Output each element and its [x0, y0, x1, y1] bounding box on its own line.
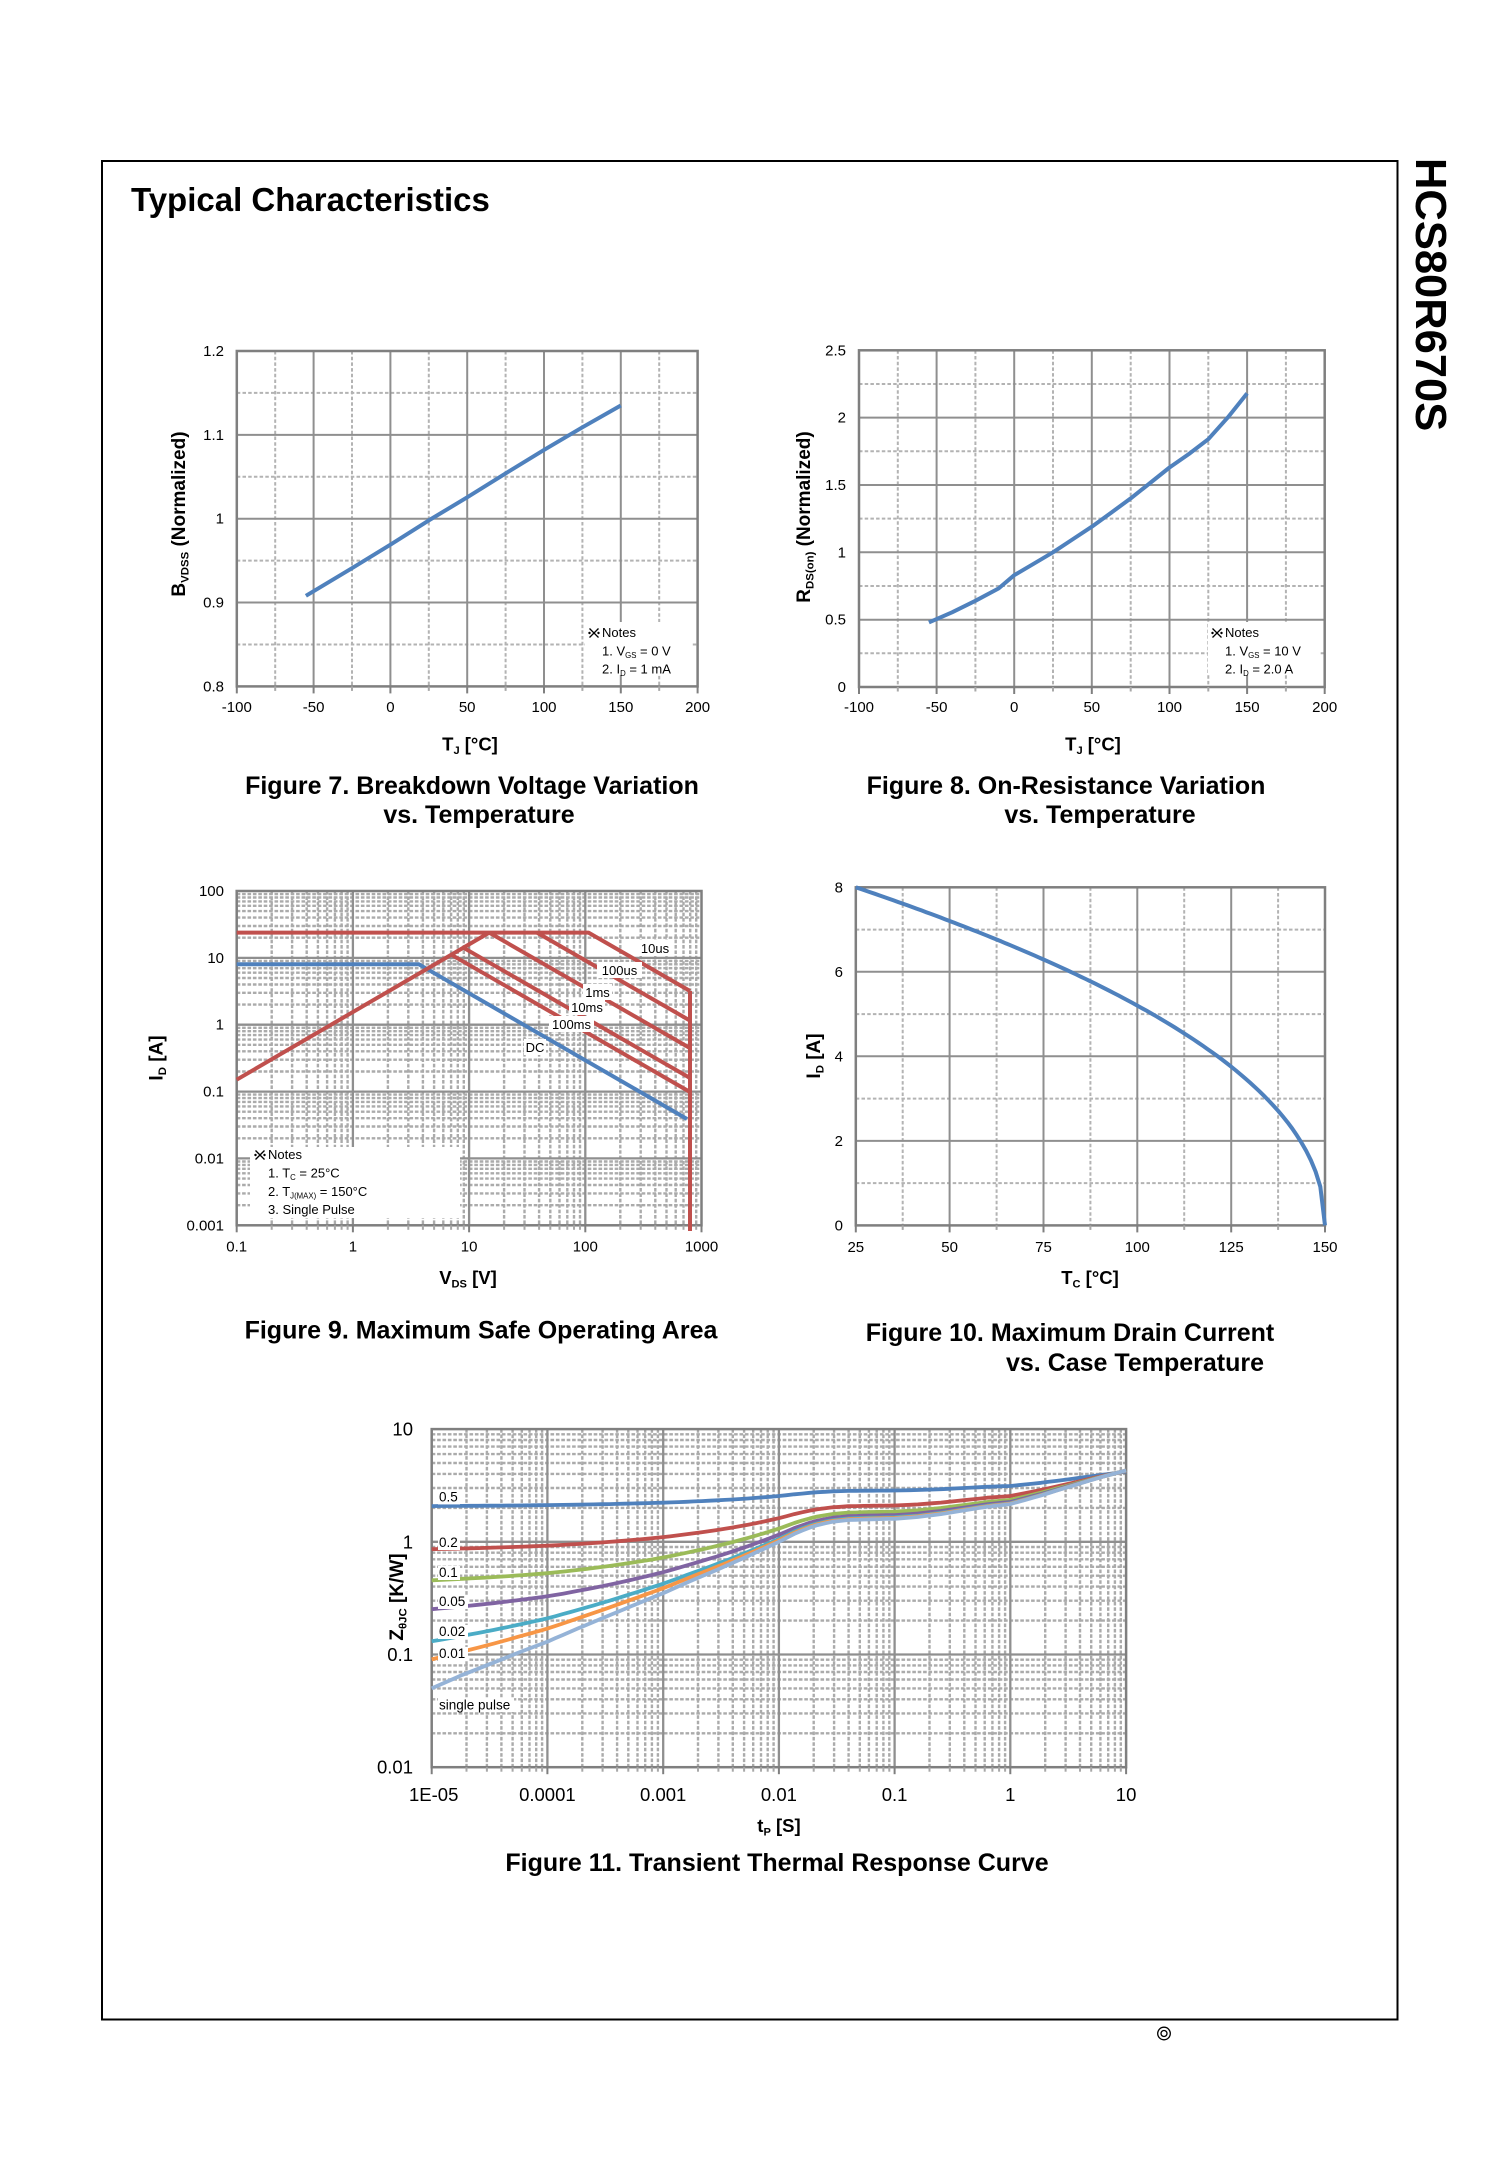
svg-text:100: 100 — [1125, 1239, 1150, 1256]
svg-text:TJ [°C]: TJ [°C] — [1065, 734, 1121, 758]
svg-text:DC: DC — [526, 1040, 545, 1055]
svg-text:200: 200 — [1312, 699, 1337, 716]
svg-text:0.01: 0.01 — [377, 1757, 413, 1778]
svg-text:0: 0 — [1010, 699, 1018, 716]
svg-text:2. ID = 1 mA: 2. ID = 1 mA — [602, 662, 671, 679]
svg-text:0.5: 0.5 — [825, 612, 846, 629]
svg-text:10: 10 — [207, 950, 224, 967]
svg-text:1.2: 1.2 — [203, 343, 224, 360]
svg-text:0.02: 0.02 — [439, 1624, 465, 1639]
svg-text:100: 100 — [573, 1239, 598, 1256]
svg-text:2. ID = 2.0 A: 2. ID = 2.0 A — [1225, 662, 1294, 679]
svg-text:-100: -100 — [844, 699, 874, 716]
svg-text:0.001: 0.001 — [640, 1784, 686, 1805]
svg-text:1: 1 — [403, 1531, 413, 1552]
svg-text:0: 0 — [838, 679, 846, 696]
svg-text:Figure 9. Maximum Safe Operati: Figure 9. Maximum Safe Operating Area — [245, 1317, 719, 1345]
svg-text:150: 150 — [1235, 699, 1260, 716]
svg-text:2: 2 — [838, 410, 846, 427]
svg-text:Figure 11. Transient Thermal R: Figure 11. Transient Thermal Response Cu… — [505, 1849, 1048, 1877]
svg-text:8: 8 — [835, 879, 843, 896]
svg-text:0.1: 0.1 — [226, 1239, 247, 1256]
svg-text:1. VGS = 0 V: 1. VGS = 0 V — [602, 644, 671, 661]
svg-text:4: 4 — [835, 1048, 843, 1065]
svg-text:0.1: 0.1 — [439, 1565, 458, 1580]
svg-text:1. TC = 25°C: 1. TC = 25°C — [268, 1166, 340, 1183]
svg-text:Notes: Notes — [602, 625, 636, 640]
svg-text:vs. Temperature: vs. Temperature — [1004, 801, 1195, 829]
svg-text:125: 125 — [1219, 1239, 1244, 1256]
svg-text:1. VGS = 10 V: 1. VGS = 10 V — [1225, 644, 1301, 661]
svg-text:Figure 10. Maximum Drain Curre: Figure 10. Maximum Drain Current — [866, 1319, 1275, 1347]
svg-text:100ms: 100ms — [552, 1017, 592, 1032]
svg-text:6: 6 — [835, 964, 843, 981]
svg-text:-100: -100 — [222, 699, 252, 716]
svg-text:1.5: 1.5 — [825, 477, 846, 494]
svg-text:3. Single Pulse: 3. Single Pulse — [268, 1202, 355, 1217]
svg-text:150: 150 — [1312, 1239, 1337, 1256]
svg-text:1: 1 — [1005, 1784, 1015, 1805]
svg-text:200: 200 — [685, 699, 710, 716]
svg-text:1ms: 1ms — [585, 985, 610, 1000]
svg-text:0.9: 0.9 — [203, 595, 224, 612]
svg-text:150: 150 — [608, 699, 633, 716]
svg-text:1E-05: 1E-05 — [409, 1784, 458, 1805]
svg-text:0.05: 0.05 — [439, 1594, 465, 1609]
svg-text:50: 50 — [459, 699, 476, 716]
svg-text:0: 0 — [835, 1217, 843, 1234]
svg-text:10ms: 10ms — [571, 1000, 603, 1015]
svg-text:50: 50 — [941, 1239, 958, 1256]
svg-text:vs. Temperature: vs. Temperature — [383, 801, 574, 829]
svg-text:Typical Characteristics: Typical Characteristics — [131, 181, 490, 218]
svg-text:10us: 10us — [641, 941, 670, 956]
svg-text:1: 1 — [838, 544, 846, 561]
svg-text:0.01: 0.01 — [439, 1646, 465, 1661]
svg-text:2: 2 — [835, 1133, 843, 1150]
svg-text:0.5: 0.5 — [439, 1489, 458, 1504]
svg-text:50: 50 — [1083, 699, 1100, 716]
svg-text:1: 1 — [216, 511, 224, 528]
svg-text:2. TJ(MAX) = 150°C: 2. TJ(MAX) = 150°C — [268, 1184, 367, 1201]
svg-text:VDS [V]: VDS [V] — [439, 1267, 497, 1291]
svg-text:0.01: 0.01 — [761, 1784, 797, 1805]
svg-text:-50: -50 — [303, 699, 325, 716]
svg-text:100: 100 — [531, 699, 556, 716]
svg-text:1: 1 — [349, 1239, 357, 1256]
svg-text:TC [°C]: TC [°C] — [1061, 1267, 1119, 1291]
svg-text:10: 10 — [461, 1239, 478, 1256]
svg-text:-50: -50 — [926, 699, 948, 716]
svg-text:1.1: 1.1 — [203, 427, 224, 444]
svg-text:100us: 100us — [602, 963, 638, 978]
svg-text:0.01: 0.01 — [195, 1150, 224, 1167]
svg-text:1000: 1000 — [685, 1239, 718, 1256]
svg-text:0.8: 0.8 — [203, 678, 224, 695]
svg-text:0.0001: 0.0001 — [519, 1784, 576, 1805]
svg-text:1: 1 — [216, 1017, 224, 1034]
svg-text:0.001: 0.001 — [186, 1217, 224, 1234]
svg-text:Notes: Notes — [1225, 625, 1259, 640]
svg-text:vs. Case Temperature: vs. Case Temperature — [1006, 1349, 1264, 1377]
svg-text:100: 100 — [199, 883, 224, 900]
svg-text:Figure 7. Breakdown Voltage Va: Figure 7. Breakdown Voltage Variation — [245, 772, 699, 800]
svg-text:0: 0 — [386, 699, 394, 716]
svg-text:Notes: Notes — [268, 1147, 302, 1162]
svg-text:TJ [°C]: TJ [°C] — [442, 734, 498, 758]
svg-text:single pulse: single pulse — [439, 1698, 510, 1713]
svg-text:0.1: 0.1 — [387, 1644, 413, 1665]
svg-text:0.1: 0.1 — [203, 1084, 224, 1101]
svg-text:75: 75 — [1035, 1239, 1052, 1256]
svg-text:Figure 8. On-Resistance Variat: Figure 8. On-Resistance Variation — [867, 772, 1266, 800]
svg-text:2.5: 2.5 — [825, 342, 846, 359]
svg-text:25: 25 — [847, 1239, 864, 1256]
svg-text:0.1: 0.1 — [882, 1784, 908, 1805]
svg-text:0.2: 0.2 — [439, 1535, 458, 1550]
svg-text:10: 10 — [392, 1419, 413, 1440]
svg-text:10: 10 — [1116, 1784, 1137, 1805]
svg-text:HCS80R670S: HCS80R670S — [1406, 158, 1454, 431]
svg-text:BVDSS (Normalized): BVDSS (Normalized) — [169, 431, 192, 596]
svg-text:100: 100 — [1157, 699, 1182, 716]
